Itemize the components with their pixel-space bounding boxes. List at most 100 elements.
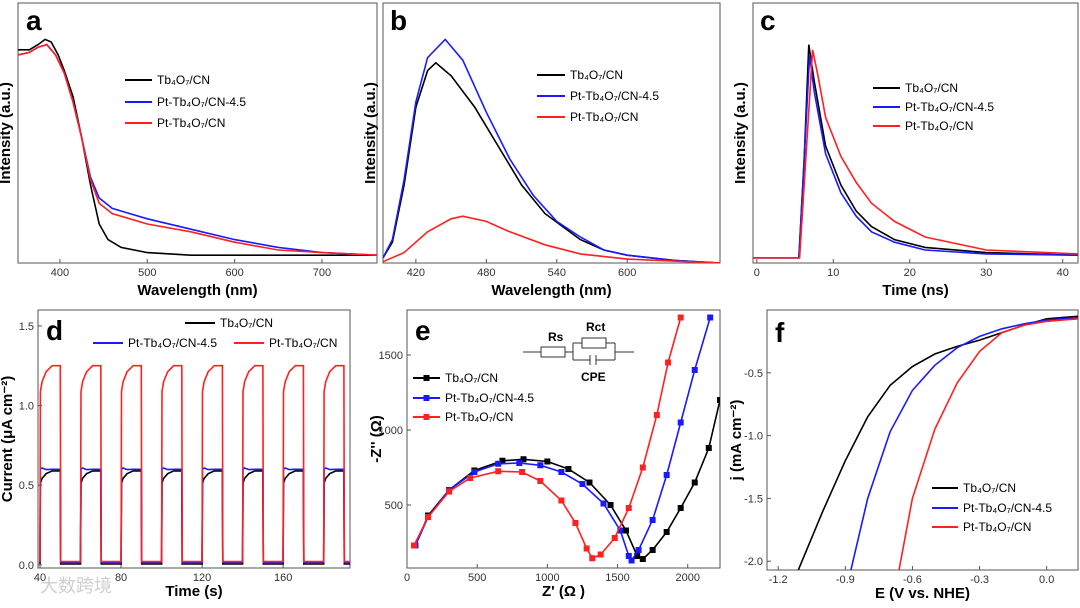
legend: Tb₄O₇/CN Pt-Tb₄O₇/CN-4.5 Pt-Tb₄O₇/CN: [537, 68, 659, 124]
legend-label: Pt-Tb₄O₇/CN: [269, 336, 337, 350]
data-point: [635, 547, 642, 553]
data-point: [665, 359, 672, 366]
data-point: [499, 457, 506, 464]
data-point: [649, 547, 656, 553]
x-tick-label: 540: [548, 267, 566, 279]
series-line-1: [414, 317, 711, 562]
x-tick-label: 0: [754, 267, 760, 279]
series-line-1: [39, 467, 350, 564]
data-point: [425, 514, 432, 520]
y-tick-label: 1000: [379, 425, 403, 437]
panel-e: 0 500 1000 1500 2000 500 1000 1500 Z' (Ω ) -Z'' (…: [368, 309, 721, 600]
legend-label: Pt-Tb₄O₇/CN: [905, 119, 973, 133]
data-point: [634, 553, 641, 559]
x-tick-label: 420: [407, 267, 425, 279]
x-tick-label: 120: [193, 572, 211, 584]
panel-f: -1.2 -0.9 -0.6 -0.3 0.0 -0.5 -1.0 -1.5 -2.0 E (V …: [728, 309, 1079, 602]
x-tick-label: 40: [1057, 267, 1069, 279]
x-tick-label: 600: [225, 267, 243, 279]
x-tick-label: 30: [980, 267, 992, 279]
legend-label: Pt-Tb₄O₇/CN-4.5: [128, 336, 217, 350]
data-point: [611, 535, 618, 541]
legend-label: Pt-Tb₄O₇/CN-4.5: [445, 391, 534, 405]
x-tick-label: 500: [138, 267, 156, 279]
data-point: [597, 551, 604, 558]
watermark: 大数跨境: [40, 576, 112, 596]
data-point: [653, 412, 660, 418]
legend-label: Tb₄O₇/CN: [570, 68, 623, 82]
data-point: [717, 397, 720, 403]
legend-marker: [423, 375, 430, 381]
data-point: [691, 367, 698, 373]
data-point: [707, 314, 714, 321]
plot-frame: [17, 2, 378, 264]
x-tick-label: 80: [115, 572, 127, 584]
plot-frame: [37, 309, 351, 569]
legend-label: Tb₄O₇/CN: [445, 371, 498, 385]
y-tick-label: 500: [385, 500, 403, 512]
x-tick-label: 1500: [605, 572, 629, 584]
series-line-1: [383, 38, 720, 263]
x-tick-label: 10: [827, 267, 839, 279]
x-tick-label: 160: [274, 572, 292, 584]
plot-area: [383, 38, 720, 263]
x-tick-label: 600: [618, 267, 636, 279]
legend-label: Pt-Tb₄O₇/CN-4.5: [570, 89, 659, 103]
x-tick-label: 500: [468, 572, 486, 584]
data-point: [617, 527, 624, 534]
series-line-1: [753, 54, 1078, 259]
data-point: [639, 556, 646, 562]
y-axis-label: j (mA cm⁻²): [728, 400, 745, 482]
data-point: [589, 555, 596, 562]
series-line-0: [797, 315, 1078, 570]
data-point: [558, 469, 565, 475]
legend-label: Pt-Tb₄O₇/CN-4.5: [905, 100, 994, 114]
data-point: [467, 475, 474, 481]
legend-label: Pt-Tb₄O₇/CN: [570, 110, 638, 124]
data-point: [579, 481, 586, 487]
capacitor-cpe: [589, 355, 597, 365]
x-tick-label: -0.9: [836, 574, 855, 586]
y-tick-label: -1.0: [744, 431, 763, 443]
series-line-2: [898, 318, 1078, 570]
data-point: [677, 505, 684, 511]
data-point: [625, 505, 632, 511]
series-line-2: [753, 49, 1078, 259]
legend-marker: [423, 414, 430, 420]
resistor-rs: [540, 346, 566, 358]
data-point: [691, 479, 698, 486]
panel-a: 400 500 600 700 Wavelength (nm) Intensity (a.…: [0, 2, 378, 299]
y-tick-label: 0.0: [19, 560, 34, 572]
data-point: [583, 545, 590, 552]
y-tick-label: -2.0: [744, 556, 763, 568]
legend-marker: [423, 395, 430, 401]
x-axis-label: Time (ns): [882, 282, 948, 299]
data-point: [677, 419, 684, 426]
plot-frame: [752, 2, 1079, 264]
series-line-0: [383, 61, 720, 263]
data-point: [622, 527, 629, 534]
x-tick-label: 20: [904, 267, 916, 279]
legend-label: Pt-Tb₄O₇/CN: [157, 116, 225, 130]
legend-label: Pt-Tb₄O₇/CN: [963, 520, 1031, 534]
legend-label: Pt-Tb₄O₇/CN: [445, 410, 513, 424]
cpe-label: CPE: [581, 370, 606, 384]
x-tick-label: -0.3: [970, 574, 989, 586]
x-axis-label: Z' (Ω ): [542, 583, 585, 600]
x-tick-label: 480: [477, 267, 495, 279]
panel-letter: e: [415, 315, 431, 346]
legend-label: Pt-Tb₄O₇/CN-4.5: [157, 95, 246, 109]
series-line-2: [39, 364, 350, 563]
legend: Tb₄O₇/CN Pt-Tb₄O₇/CN-4.5 Pt-Tb₄O₇/CN: [413, 371, 534, 424]
series-line-0: [39, 470, 350, 565]
y-axis-label: Intensity (a.u.): [732, 82, 749, 184]
panel-b: 420 480 540 600 Wavelength (nm) Intensity (a.…: [362, 2, 721, 299]
data-point: [586, 479, 593, 486]
plot-area: [797, 315, 1078, 570]
panel-d: 40 80 120 160 0.0 0.5 1.0 1.5 Time (s) Current (μ…: [0, 309, 351, 600]
rct-label: Rct: [586, 320, 605, 334]
plot-frame: [766, 309, 1079, 571]
